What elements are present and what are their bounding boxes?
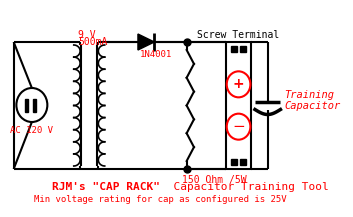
Text: AC 120 V: AC 120 V — [10, 126, 53, 135]
Text: 9 V: 9 V — [78, 30, 96, 40]
Text: 150 Ohm /5W: 150 Ohm /5W — [182, 175, 247, 185]
Text: Capacitor Training Tool: Capacitor Training Tool — [160, 182, 329, 192]
Text: Min voltage rating for cap as configured is 25V: Min voltage rating for cap as configured… — [34, 194, 287, 204]
Text: Screw Terminal: Screw Terminal — [197, 30, 280, 40]
Text: −: − — [232, 119, 245, 134]
Text: RJM's "CAP RACK": RJM's "CAP RACK" — [52, 182, 160, 192]
Polygon shape — [138, 34, 154, 50]
Bar — [226, 42, 251, 169]
Text: 500mA: 500mA — [78, 37, 108, 47]
Text: 1N4001: 1N4001 — [140, 50, 172, 59]
Bar — [33, 99, 36, 112]
Text: +: + — [233, 77, 244, 91]
Bar — [25, 99, 28, 112]
Text: Training
Capacitor: Training Capacitor — [284, 90, 340, 111]
